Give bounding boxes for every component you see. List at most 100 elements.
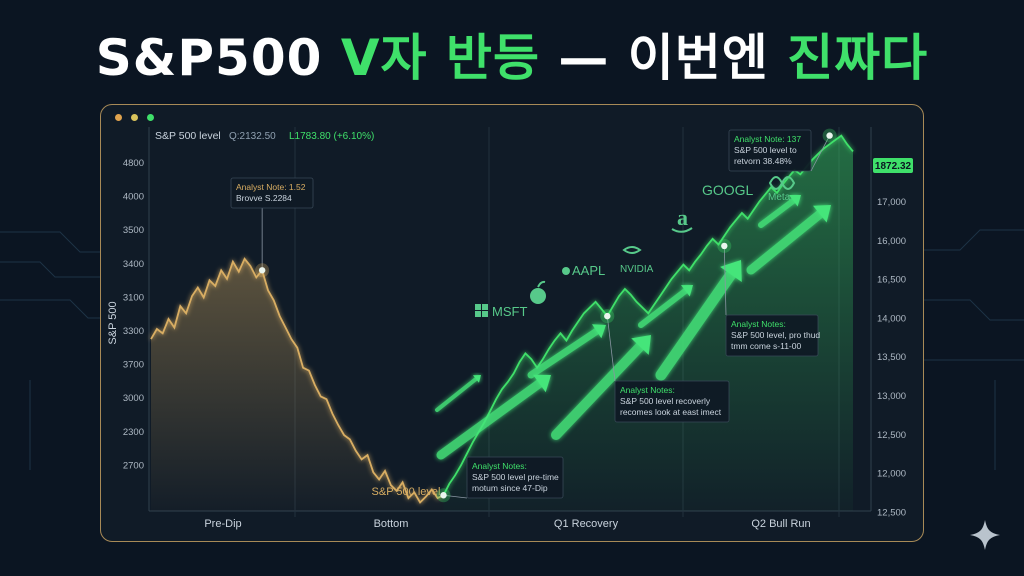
momentum-arrows: [435, 195, 831, 460]
right-readout-value: 1872.32: [875, 161, 912, 172]
arrow-shaft: [655, 268, 737, 381]
right-tick-label: 13,500: [877, 352, 906, 363]
x-tick-label: Bottom: [374, 518, 409, 530]
msft-logo: MSFT: [475, 304, 527, 319]
callout-title: Analyst Notes:: [620, 385, 675, 395]
arrow-shaft: [551, 341, 645, 440]
arrow-head: [681, 285, 693, 297]
window-dot-2: [131, 114, 138, 121]
window-dot-3: [147, 114, 154, 121]
series-area-0: [151, 258, 444, 511]
arrow-shaft: [435, 376, 478, 412]
arrow-shaft: [758, 197, 797, 228]
callout-box: [230, 177, 314, 209]
callout-box: [466, 456, 564, 499]
nvidia-text: NVIDIA: [620, 264, 654, 275]
arrow-head: [592, 324, 606, 339]
chart-header-label: S&P 500 level: [155, 130, 221, 142]
sparkle-icon: [970, 520, 1000, 550]
left-tick-label: 3700: [123, 360, 144, 371]
left-tick-label: 2300: [123, 427, 144, 438]
right-tick-label: 16,000: [877, 236, 906, 247]
left-tick-label: 4000: [123, 192, 144, 203]
left-tick-label: 3100: [123, 292, 144, 303]
right-tick-label: 14,000: [877, 313, 906, 324]
series-area-1: [443, 135, 853, 511]
callout-text: motum since 47-Dip: [472, 483, 548, 493]
arrow-shaft: [527, 327, 601, 379]
headline-part4: 진짜다: [787, 29, 929, 87]
arrow-shaft: [436, 378, 544, 460]
arrow-head: [533, 374, 551, 393]
callout-title: Analyst Notes:: [472, 461, 527, 471]
brand-logos: MSFT AAPL NVIDIA a GOOGL Meta: [475, 176, 796, 319]
callout-point: [721, 242, 728, 250]
callout-text: S&P 500 level recoverly: [620, 396, 711, 406]
callout-leader: [810, 135, 830, 172]
callout-title: Analyst Note: 1.52: [236, 182, 306, 192]
right-tick-label: 12,000: [877, 469, 906, 480]
callout-text: S&P 500 level, pro thud: [731, 330, 820, 340]
aapl-text: AAPL: [572, 263, 605, 278]
left-tick-label: 3500: [123, 225, 144, 236]
chart-header-quote: Q:2132.50: [229, 131, 276, 142]
right-tick-label: 16,500: [877, 275, 906, 286]
left-axis-ticks: 4800 4000 3500 3400 3100 3300 3700 3000 2300 2700: [123, 158, 144, 471]
right-tick-label: 12,500: [877, 507, 906, 518]
bottom-point-label: S&P 500 level: [372, 486, 441, 498]
chart-window: S&P 500 level Q:2132.50 L1783.80 (+6.10%…: [100, 104, 924, 542]
x-tick-label: Q2 Bull Run: [751, 518, 810, 530]
svg-text:a: a: [677, 205, 688, 230]
left-tick-label: 3000: [123, 393, 144, 404]
right-axis-ticks: 17,000 16,000 16,500 14,000 13,500 13,000 12,5…: [877, 197, 906, 518]
x-tick-label: Q1 Recovery: [554, 518, 619, 530]
callout-point: [258, 267, 266, 274]
arrow-shaft: [638, 287, 689, 328]
arrow-head: [720, 260, 742, 282]
googl-text: GOOGL: [702, 182, 754, 198]
arrow-head: [473, 375, 481, 383]
callout-leader: [443, 494, 468, 499]
right-tick-label: 17,000: [877, 197, 906, 208]
amazon-logo: a: [671, 205, 693, 233]
left-tick-label: 4800: [123, 158, 144, 169]
y-axis-title: S&P 500: [107, 301, 119, 344]
x-axis-ticks: Pre-Dip Bottom Q1 Recovery Q2 Bull Run: [204, 518, 810, 530]
series-line-0: [150, 257, 444, 504]
meta-text: Meta: [768, 192, 791, 203]
right-tick-label: 13,000: [877, 391, 906, 402]
arrow-head: [813, 205, 831, 223]
right-tick-label: 12,500: [877, 430, 906, 441]
callout-leader: [723, 245, 727, 316]
arrow-head: [789, 195, 801, 207]
nvidia-logo: NVIDIA: [620, 246, 654, 275]
price-chart: S&P 500 level Q:2132.50 L1783.80 (+6.10%…: [107, 127, 913, 530]
callout-text: S&P 500 level to: [734, 145, 797, 155]
headline-part3: — 이번엔: [539, 29, 788, 87]
right-readout: 1872.32: [873, 158, 913, 173]
msft-text: MSFT: [492, 304, 527, 319]
callout-title: Analyst Notes:: [731, 319, 786, 329]
callout-point: [440, 492, 447, 499]
callout-title: Analyst Note: 137: [734, 134, 801, 144]
headline-title: S&P500 V자 반등 — 이번엔 진짜다: [0, 18, 1024, 90]
headline-part2: V자 반등: [340, 29, 540, 87]
x-tick-label: Pre-Dip: [204, 518, 241, 530]
left-tick-label: 3300: [123, 326, 144, 337]
arrow-head: [631, 335, 651, 355]
left-tick-label: 2700: [123, 460, 144, 471]
callout-text: recomes look at east imect: [620, 407, 722, 417]
chart-header-last: L1783.80 (+6.10%): [289, 131, 374, 142]
callout-box: [728, 129, 812, 172]
window-dot-1: [115, 114, 122, 121]
callout-text: tmm come s-11-00: [731, 341, 801, 351]
callout-point: [826, 132, 833, 139]
aapl-logo: AAPL: [562, 263, 605, 278]
meta-logo: Meta: [768, 176, 796, 203]
left-tick-label: 3400: [123, 259, 144, 270]
callout-text: S&P 500 level pre-time: [472, 472, 559, 482]
series-line-1: [442, 134, 854, 496]
headline-part1: S&P500: [95, 29, 341, 87]
